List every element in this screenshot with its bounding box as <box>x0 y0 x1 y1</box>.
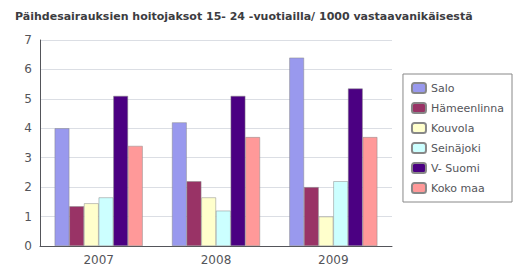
svg-text:V- Suomi: V- Suomi <box>431 162 480 175</box>
svg-text:7: 7 <box>24 33 32 47</box>
svg-text:Salo: Salo <box>431 82 455 95</box>
svg-text:4: 4 <box>24 121 32 135</box>
svg-text:2008: 2008 <box>201 253 232 267</box>
svg-text:5: 5 <box>24 92 32 106</box>
svg-text:3: 3 <box>24 151 32 165</box>
svg-text:Koko maa: Koko maa <box>431 182 485 195</box>
svg-text:Hämeenlinna: Hämeenlinna <box>431 102 504 115</box>
svg-text:0: 0 <box>24 239 32 253</box>
svg-text:1: 1 <box>24 210 32 224</box>
svg-text:2007: 2007 <box>83 253 114 267</box>
svg-text:Kouvola: Kouvola <box>431 122 474 135</box>
svg-text:2009: 2009 <box>318 253 349 267</box>
svg-text:6: 6 <box>24 62 32 76</box>
svg-text:Päihdesairauksien hoitojaksot: Päihdesairauksien hoitojaksot 15- 24 -vu… <box>15 10 473 23</box>
svg-text:Seinäjoki: Seinäjoki <box>431 142 481 155</box>
svg-text:2: 2 <box>24 180 32 194</box>
